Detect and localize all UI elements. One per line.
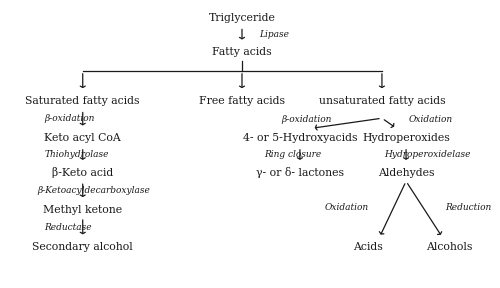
Text: β-oxidation: β-oxidation bbox=[281, 115, 332, 124]
Text: γ- or δ- lactones: γ- or δ- lactones bbox=[256, 167, 344, 178]
Text: Lipase: Lipase bbox=[259, 30, 289, 39]
Text: Hydroperoxidelase: Hydroperoxidelase bbox=[384, 150, 471, 159]
Text: Oxidation: Oxidation bbox=[324, 202, 368, 212]
Text: Free fatty acids: Free fatty acids bbox=[199, 96, 285, 106]
Text: Triglyceride: Triglyceride bbox=[208, 13, 276, 23]
Text: unsaturated fatty acids: unsaturated fatty acids bbox=[318, 96, 445, 106]
Text: Reductase: Reductase bbox=[44, 223, 92, 232]
Text: Acids: Acids bbox=[352, 242, 382, 252]
Text: β-oxidation: β-oxidation bbox=[44, 114, 94, 123]
Text: Alcohols: Alcohols bbox=[426, 242, 472, 252]
Text: Methyl ketone: Methyl ketone bbox=[43, 205, 122, 215]
Text: 4- or 5-Hydroxyacids: 4- or 5-Hydroxyacids bbox=[242, 133, 357, 143]
Text: Reduction: Reduction bbox=[446, 202, 492, 212]
Text: Keto acyl CoA: Keto acyl CoA bbox=[44, 133, 121, 143]
Text: Thiohydrolase: Thiohydrolase bbox=[44, 150, 108, 159]
Text: Aldehydes: Aldehydes bbox=[378, 168, 434, 178]
Text: β-Ketoacyldecarboxylase: β-Ketoacyldecarboxylase bbox=[37, 186, 150, 195]
Text: β-Keto acid: β-Keto acid bbox=[52, 167, 114, 178]
Text: Oxidation: Oxidation bbox=[408, 115, 453, 124]
Text: Saturated fatty acids: Saturated fatty acids bbox=[26, 96, 140, 106]
Text: Hydroperoxides: Hydroperoxides bbox=[362, 133, 450, 143]
Text: Ring closure: Ring closure bbox=[264, 150, 321, 159]
Text: Secondary alcohol: Secondary alcohol bbox=[32, 242, 133, 252]
Text: Fatty acids: Fatty acids bbox=[212, 47, 272, 57]
